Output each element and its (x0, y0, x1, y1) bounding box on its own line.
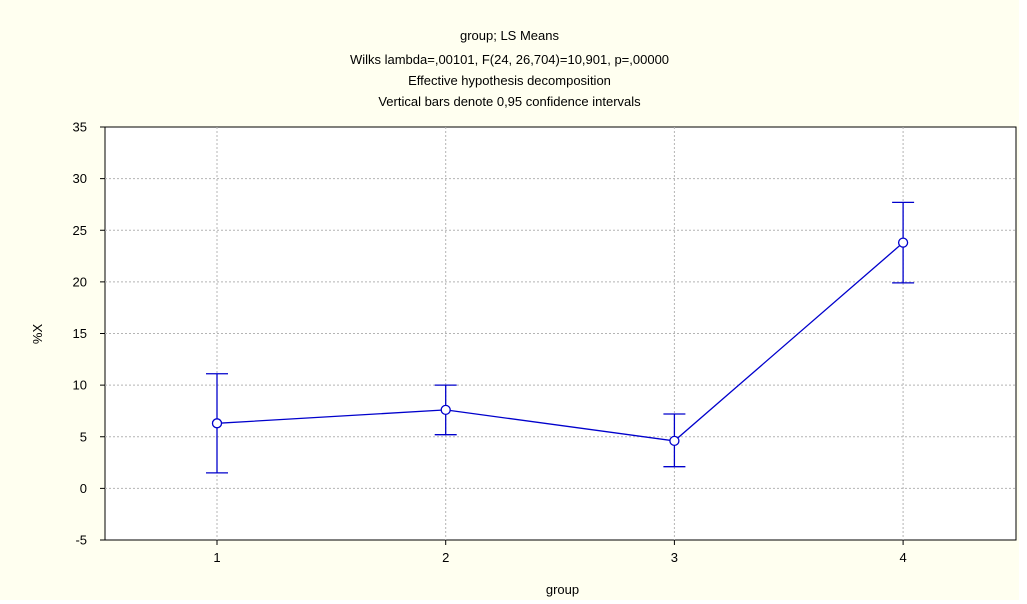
y-tick-label: -5 (75, 533, 87, 548)
data-point (440, 404, 451, 416)
x-tick-label: 1 (213, 550, 220, 565)
series-group (206, 201, 915, 474)
y-tick-label: 20 (73, 274, 87, 289)
x-tick-label: 3 (671, 550, 678, 565)
x-axis: 1 2 3 4 (213, 540, 907, 565)
y-tick-label: 30 (73, 171, 87, 186)
data-point (897, 237, 909, 248)
chart-subtitle-confidence: Vertical bars denote 0,95 confidence int… (378, 94, 641, 109)
y-tick-label: 35 (73, 120, 87, 135)
x-tick-label: 4 (899, 550, 906, 565)
y-axis-label: %X (30, 324, 45, 345)
y-tick-label: 10 (73, 378, 87, 393)
series-line (216, 242, 904, 442)
y-tick-label: 0 (80, 481, 87, 496)
x-tick-label: 2 (442, 550, 449, 565)
y-axis: -5 0 5 10 15 20 25 30 35 (73, 120, 105, 548)
x-axis-label: group (546, 582, 579, 597)
chart-subtitle-decomposition: Effective hypothesis decomposition (408, 73, 611, 88)
data-point (211, 418, 223, 429)
data-point (669, 435, 680, 447)
y-tick-label: 5 (80, 429, 87, 444)
y-tick-label: 15 (73, 326, 87, 341)
chart-subtitle-stats: Wilks lambda=,00101, F(24, 26,704)=10,90… (349, 52, 670, 67)
chart-title: group; LS Means (459, 28, 559, 43)
plot-area (104, 126, 1017, 541)
y-tick-label: 25 (73, 223, 87, 238)
